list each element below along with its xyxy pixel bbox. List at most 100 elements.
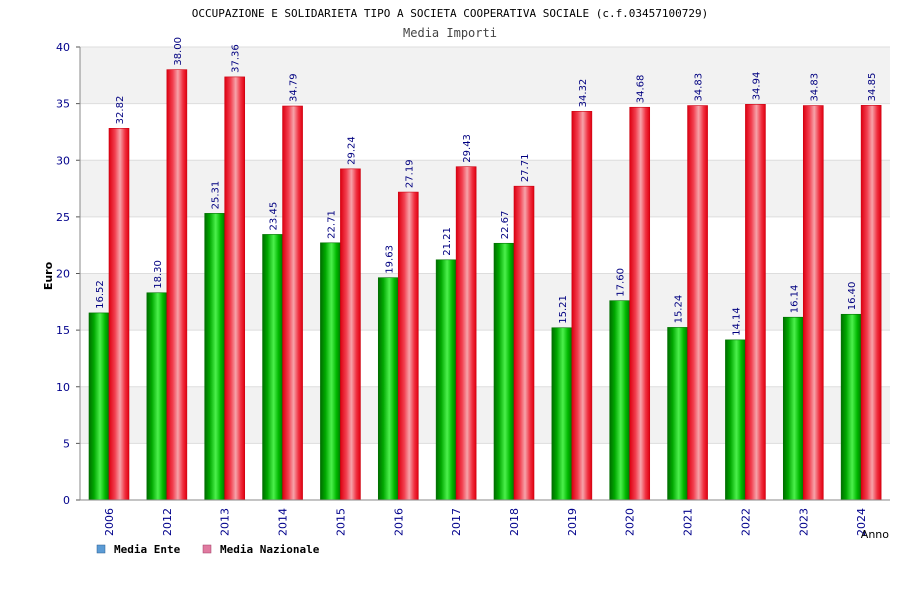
y-tick-label: 0 — [63, 494, 70, 507]
value-label: 25.31 — [211, 181, 222, 210]
x-tick-label: 2014 — [277, 508, 290, 536]
value-label: 38.00 — [173, 37, 184, 66]
value-label: 15.24 — [674, 295, 685, 324]
legend-label-nazionale: Media Nazionale — [220, 543, 320, 556]
y-tick-label: 35 — [56, 98, 70, 111]
value-label: 16.40 — [847, 282, 858, 311]
value-label: 32.82 — [115, 96, 126, 125]
x-tick-label: 2019 — [566, 508, 579, 536]
value-label: 34.83 — [809, 73, 820, 102]
bar-media-ente — [667, 327, 688, 501]
value-label: 15.21 — [558, 295, 569, 324]
value-label: 29.24 — [346, 136, 357, 165]
chart-subtitle: Media Importi — [403, 26, 497, 40]
value-label: 34.68 — [636, 75, 647, 104]
bar-media-ente — [609, 300, 631, 501]
bar-media-nazionale — [397, 191, 419, 501]
x-tick-label: 2006 — [103, 508, 116, 536]
bar-media-ente — [725, 339, 746, 501]
x-tick-label: 2015 — [334, 508, 347, 536]
value-label: 27.71 — [520, 154, 531, 183]
plot-band — [80, 330, 890, 387]
bar-media-nazionale — [687, 105, 708, 501]
legend: Media Ente Media Nazionale — [96, 543, 320, 556]
data-labels: 16.52 32.82 18.30 38.00 25.31 37.36 23.45 34.79… — [95, 37, 878, 336]
y-tick-label: 15 — [56, 324, 70, 337]
x-tick-label: 2013 — [219, 508, 232, 536]
y-tick-label: 10 — [56, 381, 70, 394]
value-label: 21.21 — [442, 227, 453, 256]
x-tick-label: 2021 — [682, 508, 695, 536]
legend-label-ente: Media Ente — [114, 543, 181, 556]
value-label: 18.30 — [153, 260, 164, 289]
x-tick-label: 2017 — [450, 508, 463, 536]
value-label: 14.14 — [731, 307, 742, 336]
x-axis: 2006 2012 2013 2014 2015 2016 2017 2018 2019 2020… — [80, 499, 890, 536]
value-label: 16.52 — [95, 280, 106, 309]
plot-band — [80, 103, 890, 161]
bar-media-nazionale — [108, 128, 130, 501]
bar-media-ente — [493, 242, 515, 501]
x-tick-label: 2022 — [739, 508, 752, 536]
y-tick-label: 30 — [56, 154, 70, 167]
y-tick-label: 40 — [56, 41, 70, 54]
plot-band — [80, 47, 890, 104]
bar-media-ente — [377, 277, 399, 501]
value-label: 34.79 — [289, 73, 300, 102]
bar-media-nazionale — [629, 106, 651, 501]
value-label: 34.85 — [867, 73, 878, 102]
x-tick-label: 2023 — [797, 508, 810, 536]
plot-band — [80, 386, 890, 444]
bar-media-nazionale — [224, 76, 246, 501]
value-label: 37.36 — [231, 44, 242, 73]
y-tick-label: 20 — [56, 268, 70, 281]
bar-media-ente — [435, 259, 457, 501]
legend-swatch-nazionale — [202, 544, 212, 554]
bar-media-nazionale — [571, 111, 593, 501]
value-label: 34.83 — [694, 73, 705, 102]
value-label: 17.60 — [616, 268, 627, 297]
value-label: 22.67 — [500, 211, 511, 240]
x-axis-title: Anno — [861, 528, 889, 541]
bar-media-ente — [782, 316, 804, 501]
value-label: 19.63 — [384, 245, 395, 274]
bar-media-ente — [204, 213, 226, 501]
x-tick-label: 2016 — [392, 508, 405, 536]
bar-media-nazionale — [455, 166, 477, 501]
bar-media-nazionale — [745, 104, 766, 501]
value-label: 34.32 — [578, 79, 589, 108]
bar-media-ente — [88, 312, 110, 501]
x-tick-label: 2012 — [161, 508, 174, 536]
plot-band — [80, 443, 890, 500]
y-axis-title: Euro — [42, 261, 55, 290]
value-label: 34.94 — [751, 72, 762, 101]
bar-media-nazionale — [340, 168, 361, 501]
bars — [88, 69, 882, 501]
x-tick-label: 2018 — [508, 508, 521, 536]
bar-media-nazionale — [282, 105, 303, 501]
y-tick-label: 25 — [56, 211, 70, 224]
value-label: 22.71 — [326, 210, 337, 239]
legend-swatch-ente — [96, 544, 106, 554]
bar-media-nazionale — [802, 105, 824, 501]
plot-band — [80, 160, 890, 217]
bar-media-ente — [262, 234, 283, 501]
value-label: 29.43 — [462, 134, 473, 163]
x-tick-label: 2020 — [624, 508, 637, 536]
chart-title: OCCUPAZIONE E SOLIDARIETA TIPO A SOCIETA… — [192, 7, 709, 20]
y-tick-label: 5 — [63, 437, 70, 450]
bar-media-ente — [320, 242, 341, 501]
value-label: 16.14 — [789, 285, 800, 314]
y-axis: 0 5 10 15 20 25 30 35 40 — [56, 41, 81, 507]
bar-media-ente — [840, 313, 862, 501]
bar-media-nazionale — [860, 105, 882, 501]
bar-media-nazionale — [166, 69, 188, 501]
plot-band — [80, 273, 890, 331]
bar-media-ente — [551, 327, 573, 501]
x-tick-label: 2024 — [855, 508, 868, 536]
plot-band — [80, 216, 890, 274]
bar-media-nazionale — [513, 185, 535, 501]
value-label: 27.19 — [404, 159, 415, 188]
bar-media-ente — [146, 292, 168, 501]
